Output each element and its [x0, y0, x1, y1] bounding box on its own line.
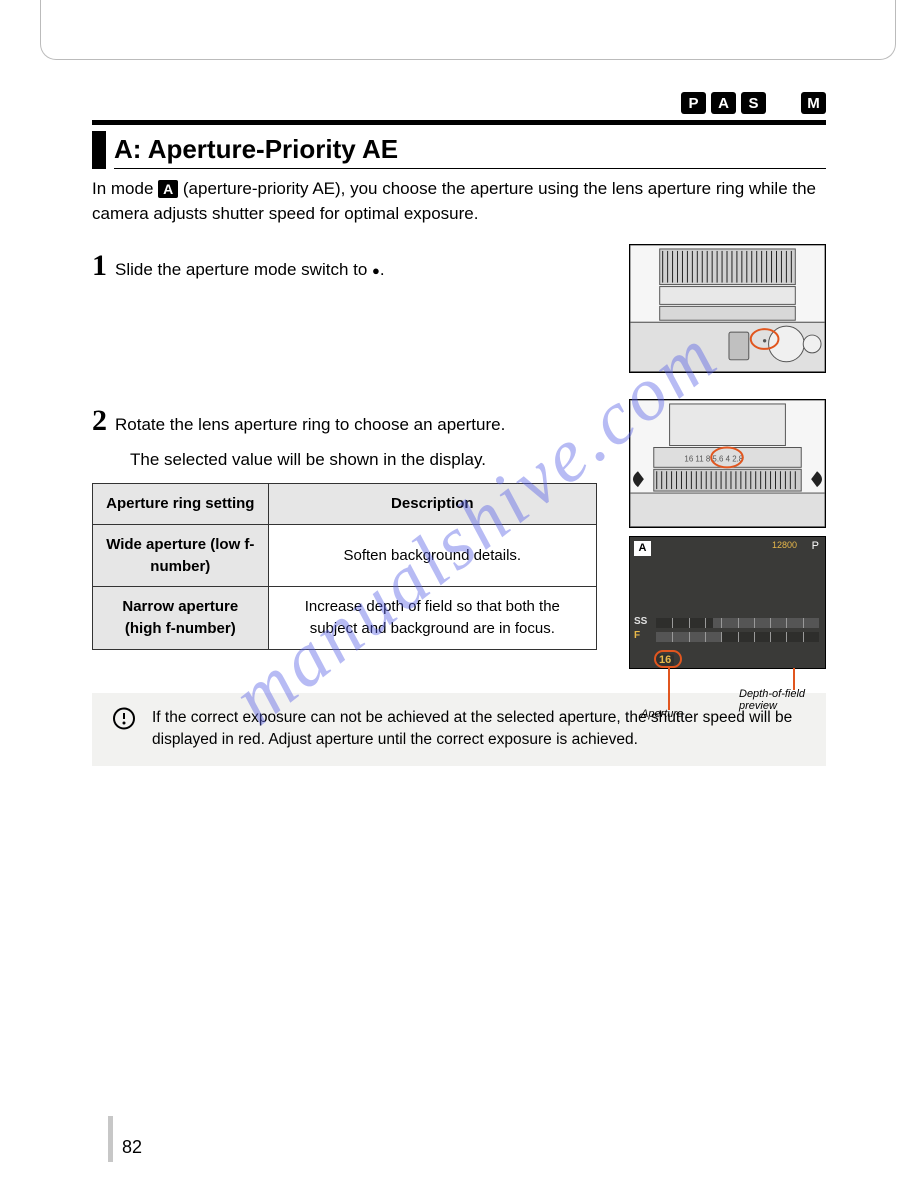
table-row2-setting: Narrow aperture (high f-number): [93, 587, 269, 650]
step-1-figure: ●: [629, 244, 826, 381]
lcd-ss-scale: [656, 618, 819, 628]
camera-top-illustration-2: 16 11 8 5.6 4 2.8: [629, 399, 826, 528]
step-2: 2 Rotate the lens aperture ring to choose…: [92, 399, 826, 669]
step-1-number: 1: [92, 249, 107, 282]
page-number-bar: [108, 1116, 113, 1162]
lcd-shutter-row: SS: [634, 616, 821, 630]
step-2-text: 2 Rotate the lens aperture ring to choose…: [92, 399, 613, 669]
intro-rest: (aperture-priority AE), you choose the a…: [92, 179, 816, 223]
section-title-row: A: Aperture-Priority AE: [92, 131, 826, 169]
page-number: 82: [122, 1137, 142, 1158]
mode-indicator-row: P A S M: [92, 92, 826, 114]
title-accent-bar: [92, 131, 106, 169]
lcd-caption-dof: Depth-of-field preview: [739, 688, 839, 712]
step-2-figures: 16 11 8 5.6 4 2.8 A 12800 P SS: [629, 399, 826, 669]
step-1-dot-icon: ●: [372, 263, 380, 278]
lcd-ss-label: SS: [634, 616, 647, 627]
section-rule: [92, 120, 826, 125]
step-1: 1 Slide the aperture mode switch to ●. ●: [92, 244, 826, 381]
lcd-pointer-aperture: [668, 668, 670, 710]
lcd-pointer-dof: [793, 668, 795, 690]
section-title: A: Aperture-Priority AE: [114, 131, 826, 169]
lcd-f-scale: [656, 632, 819, 642]
step-1-suffix: .: [380, 260, 385, 279]
mode-chip-a: A: [158, 180, 178, 198]
table-header-desc: Description: [268, 484, 596, 525]
lcd-p-label: P: [812, 540, 819, 552]
lcd-mode-badge: A: [634, 541, 651, 556]
lcd-aperture-value: 16: [656, 654, 674, 666]
lcd-aperture-row: F: [634, 630, 821, 644]
note-icon: [110, 707, 138, 730]
camera-top-illustration-1: ●: [629, 244, 826, 373]
page-frame-top: [40, 0, 896, 60]
step-2-line2: The selected value will be shown in the …: [130, 450, 486, 469]
table-header-setting: Aperture ring setting: [93, 484, 269, 525]
table-row1-setting: Wide aperture (low f-number): [93, 524, 269, 587]
intro-prefix: In mode: [92, 179, 158, 198]
svg-text:●: ●: [762, 336, 767, 345]
step-2-line1: Rotate the lens aperture ring to choose …: [115, 415, 505, 434]
lcd-iso-label: 12800: [772, 540, 797, 550]
mode-m-badge: M: [801, 92, 826, 114]
step-1-line1: Slide the aperture mode switch to: [115, 260, 372, 279]
mode-a-badge: A: [711, 92, 736, 114]
step-1-text: 1 Slide the aperture mode switch to ●.: [92, 244, 613, 381]
mode-p-badge: P: [681, 92, 706, 114]
mode-s-badge: S: [741, 92, 766, 114]
step-2-number: 2: [92, 404, 107, 437]
intro-paragraph: In mode A (aperture-priority AE), you ch…: [92, 177, 826, 226]
table-row2-desc: Increase depth of field so that both the…: [268, 587, 596, 650]
mode-gap: [771, 92, 796, 114]
note-block: If the correct exposure can not be achie…: [92, 693, 826, 766]
table-row1-desc: Soften background details.: [268, 524, 596, 587]
lcd-display-illustration: A 12800 P SS F: [629, 536, 826, 669]
lcd-f-label: F: [634, 630, 640, 641]
aperture-table: Aperture ring setting Description Wide a…: [92, 483, 597, 650]
